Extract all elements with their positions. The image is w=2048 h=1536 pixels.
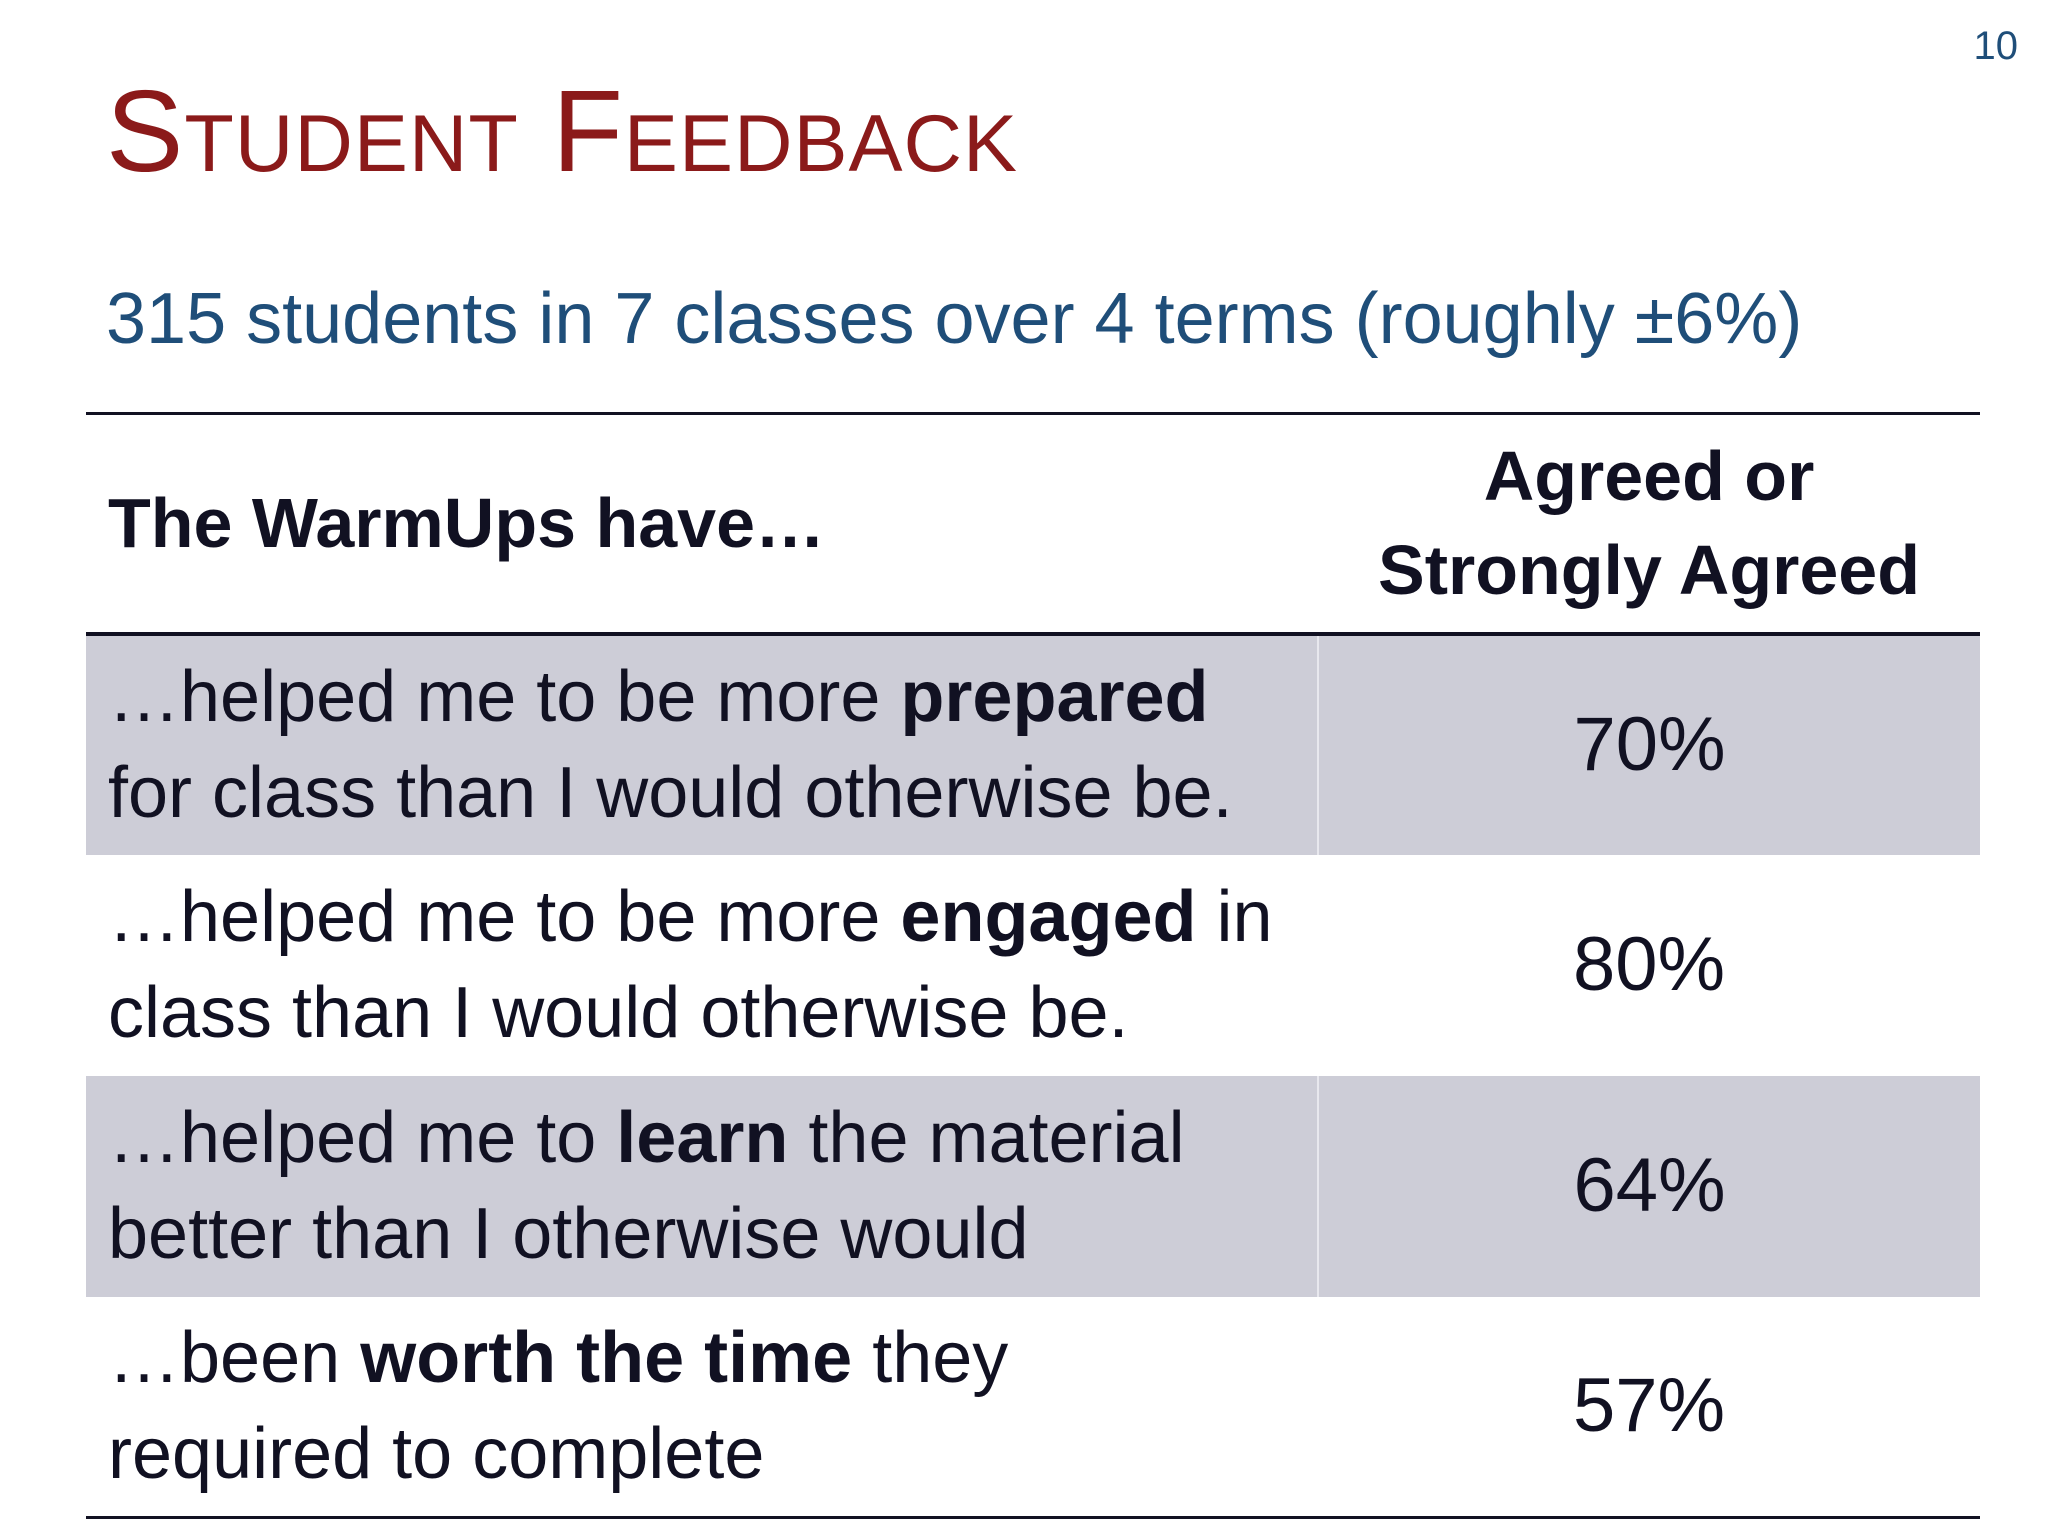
slide-number: 10 — [1973, 24, 2019, 68]
statement-line1: …helped me to learn the material — [108, 1090, 1317, 1186]
feedback-table-container: The WarmUps have… Agreed or Strongly Agr… — [86, 412, 1980, 1519]
agreed-value: 70% — [1318, 633, 1980, 855]
header-agreed-line1: Agreed or — [1483, 436, 1815, 515]
statement-line2: for class than I would otherwise be. — [108, 753, 1233, 833]
statement-text: …been — [108, 1318, 361, 1399]
feedback-table: The WarmUps have… Agreed or Strongly Agr… — [86, 412, 1980, 1519]
statement-line1: …been worth the time they — [108, 1310, 1318, 1406]
table-row: …helped me to learn the material better … — [86, 1075, 1980, 1297]
agreed-value: 57% — [1318, 1296, 1980, 1519]
statement-text: …helped me to be more — [108, 657, 901, 737]
statement-text: the material — [788, 1098, 1185, 1178]
statement-line1: …helped me to be more prepared — [108, 649, 1317, 745]
table-row: …helped me to be more engaged in class t… — [86, 855, 1980, 1076]
statement-line2: class than I would otherwise be. — [108, 973, 1129, 1053]
header-agreed: Agreed or Strongly Agreed — [1318, 412, 1980, 636]
table-header-row: The WarmUps have… Agreed or Strongly Agr… — [86, 412, 1980, 636]
slide-title: Student Feedback — [106, 66, 1019, 196]
table-row: …been worth the time they required to co… — [86, 1296, 1980, 1519]
statement-bold: engaged — [900, 877, 1197, 957]
statement-bold: worth the time — [360, 1318, 853, 1399]
statement-bold: prepared — [900, 657, 1209, 737]
statement-text: in — [1196, 877, 1273, 957]
statement-text: …helped me to — [108, 1098, 617, 1178]
statement-line1: …helped me to be more engaged in — [108, 869, 1318, 965]
slide-subtitle: 315 students in 7 classes over 4 terms (… — [106, 279, 1803, 359]
statement-cell: …been worth the time they required to co… — [86, 1296, 1318, 1519]
agreed-value: 64% — [1318, 1075, 1980, 1297]
statement-cell: …helped me to learn the material better … — [86, 1075, 1319, 1297]
table-row: …helped me to be more prepared for class… — [86, 633, 1980, 855]
statement-line2: required to complete — [108, 1414, 765, 1495]
statement-cell: …helped me to be more engaged in class t… — [86, 855, 1318, 1076]
header-agreed-line2: Strongly Agreed — [1378, 531, 1920, 610]
statement-bold: learn — [616, 1098, 789, 1178]
statement-text: …helped me to be more — [108, 877, 901, 957]
header-statement: The WarmUps have… — [86, 412, 1318, 636]
statement-text: they — [852, 1318, 1009, 1399]
agreed-value: 80% — [1572, 922, 1726, 1007]
statement-line2: better than I otherwise would — [108, 1194, 1029, 1274]
statement-cell: …helped me to be more prepared for class… — [86, 633, 1319, 855]
